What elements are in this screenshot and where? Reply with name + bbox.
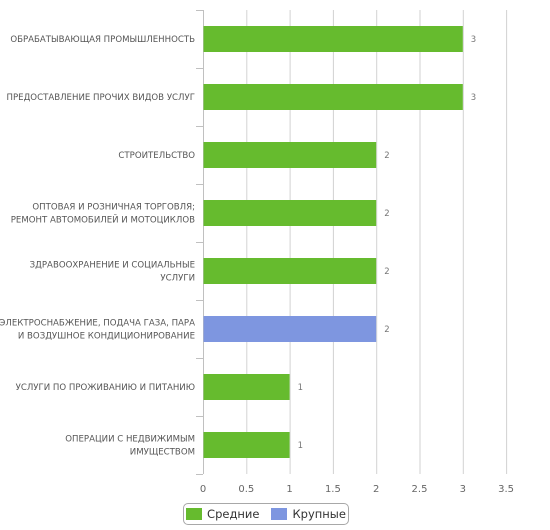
data-label: 3 — [471, 35, 476, 45]
category-label: ПРЕДОСТАВЛЕНИЕ ПРОЧИХ ВИДОВ УСЛУГ — [7, 93, 195, 103]
legend-item-large[interactable]: Крупные — [271, 507, 346, 521]
category-label: ОПТОВАЯ И РОЗНИЧНАЯ ТОРГОВЛЯ; — [32, 203, 195, 213]
x-tick-label: 2 — [373, 484, 379, 495]
data-label: 2 — [384, 325, 389, 335]
category-label: СТРОИТЕЛЬСТВО — [118, 151, 195, 161]
bar[interactable] — [203, 200, 377, 226]
x-tick-label: 1 — [286, 484, 292, 495]
category-label: ЭЛЕКТРОСНАБЖЕНИЕ, ПОДАЧА ГАЗА, ПАРА — [0, 319, 195, 329]
category-label: ОБРАБАТЫВАЮЩАЯ ПРОМЫШЛЕННОСТЬ — [10, 35, 195, 45]
category-label: РЕМОНТ АВТОМОБИЛЕЙ И МОТОЦИКЛОВ — [11, 214, 195, 226]
bar[interactable] — [203, 432, 290, 458]
x-tick-label: 3 — [460, 484, 466, 495]
bar[interactable] — [203, 316, 377, 342]
x-tick-label: 1.5 — [325, 484, 341, 495]
category-label: И ВОЗДУШНОЕ КОНДИЦИОНИРОВАНИЕ — [18, 332, 195, 342]
x-axis-tick-labels: 0 0.5 1 1.5 2 2.5 3 3.5 — [200, 484, 514, 495]
bar[interactable] — [203, 26, 463, 52]
category-label: ЗДРАВООХРАНЕНИЕ И СОЦИАЛЬНЫЕ — [30, 261, 195, 271]
category-ticks — [196, 10, 203, 475]
legend-swatch-large — [271, 508, 288, 520]
x-tick-label: 0.5 — [238, 484, 254, 495]
x-tick-label: 2.5 — [412, 484, 428, 495]
category-label: УСЛУГИ ПО ПРОЖИВАНИЮ И ПИТАНИЮ — [16, 383, 195, 393]
data-label: 2 — [384, 151, 389, 161]
category-label: ОПЕРАЦИИ С НЕДВИЖИМЫМ — [65, 435, 195, 445]
legend: Средние Крупные — [183, 503, 349, 525]
x-tick-label: 0 — [200, 484, 206, 495]
legend-swatch-medium — [186, 508, 203, 520]
data-label: 2 — [384, 209, 389, 219]
bar[interactable] — [203, 84, 463, 110]
data-label: 1 — [298, 383, 303, 393]
x-tick-label: 3.5 — [498, 484, 514, 495]
category-label: ИМУЩЕСТВОМ — [130, 448, 195, 458]
data-label: 2 — [384, 267, 389, 277]
category-label: УСЛУГИ — [160, 274, 195, 284]
bar[interactable] — [203, 374, 290, 400]
legend-item-medium[interactable]: Средние — [186, 507, 259, 521]
legend-label-medium: Средние — [207, 507, 260, 521]
bar-chart: 3 3 2 2 2 2 1 1 ОБРАБАТЫВАЮЩАЯ ПРОМЫШЛЕННОСТЬ ПР… — [0, 10, 514, 495]
grid-lines — [203, 10, 508, 474]
category-labels: ОБРАБАТЫВАЮЩАЯ ПРОМЫШЛЕННОСТЬ ПРЕДОСТАВЛЕ… — [0, 35, 195, 458]
data-label: 1 — [298, 441, 303, 451]
data-labels: 3 3 2 2 2 2 1 1 — [298, 35, 477, 451]
legend-label-large: Крупные — [292, 507, 346, 521]
bar[interactable] — [203, 258, 377, 284]
bar[interactable] — [203, 142, 377, 168]
bars — [203, 26, 463, 458]
data-label: 3 — [471, 93, 476, 103]
